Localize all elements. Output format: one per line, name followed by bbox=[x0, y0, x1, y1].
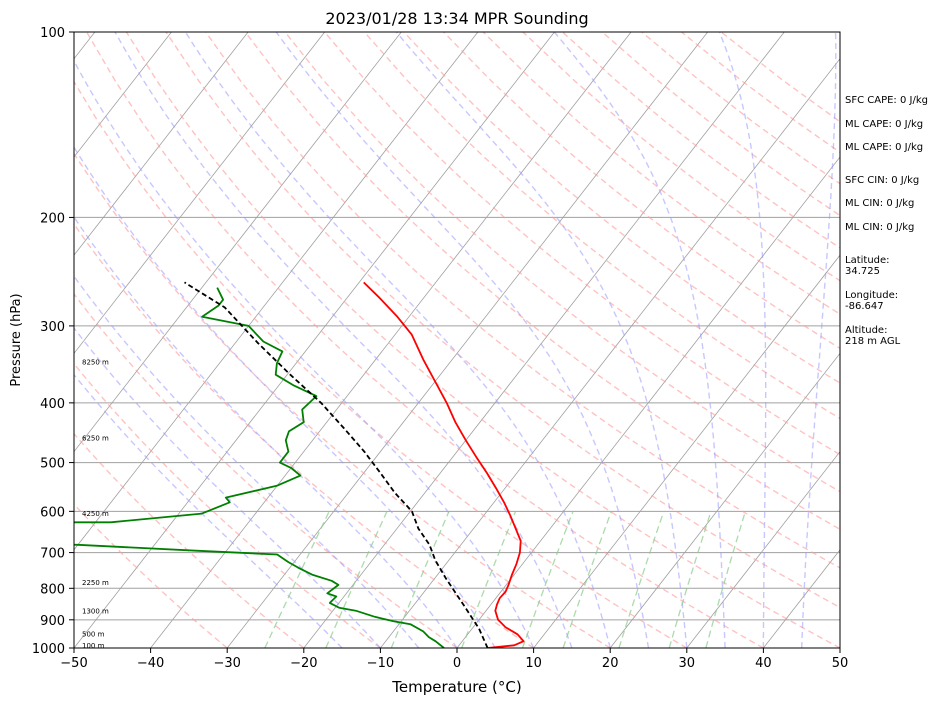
dry-adiabat-line bbox=[74, 362, 381, 648]
longitude-text: Longitude: -86.647 bbox=[845, 290, 899, 312]
height-label: 2250 m bbox=[82, 579, 109, 587]
isotherm-line bbox=[533, 254, 840, 648]
x-tick-label: 20 bbox=[602, 656, 619, 671]
y-tick-label: 600 bbox=[40, 505, 65, 520]
isotherm-line bbox=[74, 32, 249, 256]
dry-adiabat-line bbox=[74, 432, 305, 648]
ml-cape-text: ML CAPE: 0 J/kg bbox=[845, 119, 924, 130]
dry-adiabat-line bbox=[205, 32, 840, 569]
y-tick-label: 500 bbox=[40, 457, 65, 472]
y-tick-label: 100 bbox=[40, 26, 65, 41]
moist-adiabat-line bbox=[74, 59, 535, 648]
mixing-ratio-line bbox=[668, 511, 712, 648]
dewpoint-profile-line bbox=[74, 287, 445, 648]
plot-frame bbox=[73, 31, 841, 649]
isotherm-line bbox=[74, 32, 402, 453]
altitude-text: Altitude: 218 m AGL bbox=[845, 325, 901, 347]
dry-adiabat-line bbox=[125, 32, 840, 648]
height-label: 100 m bbox=[82, 642, 105, 650]
mixing-ratio-line bbox=[618, 511, 665, 648]
height-label: 4250 m bbox=[82, 510, 109, 518]
dry-adiabat-line bbox=[443, 32, 840, 350]
dry-adiabat-line bbox=[284, 32, 840, 493]
height-label: 6250 m bbox=[82, 434, 109, 442]
isotherm-line bbox=[74, 32, 325, 355]
sfc-cape-text: SFC CAPE: 0 J/kg bbox=[845, 95, 928, 106]
moist-adiabat-line bbox=[74, 145, 496, 648]
y-tick-label: 900 bbox=[40, 614, 65, 629]
isotherm-line bbox=[303, 32, 785, 648]
y-tick-label: 400 bbox=[40, 397, 65, 412]
isotherm-line bbox=[150, 32, 632, 648]
dry-adiabat-line bbox=[244, 32, 840, 531]
x-tick-label: 10 bbox=[525, 656, 542, 671]
height-label: 8250 m bbox=[82, 359, 109, 367]
x-tick-label: −50 bbox=[60, 656, 87, 671]
ml-cin-text: ML CIN: 0 J/kg bbox=[845, 198, 915, 209]
height-label: 1300 m bbox=[82, 608, 109, 616]
x-tick-label: −10 bbox=[367, 656, 394, 671]
dry-adiabat-line bbox=[403, 32, 840, 384]
temperature-profile-line bbox=[363, 281, 525, 648]
moist-adiabat-line bbox=[74, 215, 458, 648]
x-tick-label: 40 bbox=[755, 656, 772, 671]
ml-cin-text-2: ML CIN: 0 J/kg bbox=[845, 222, 915, 233]
parcel-profile-line bbox=[184, 281, 489, 648]
dry-adiabat-line bbox=[74, 80, 688, 648]
isotherm-line bbox=[226, 32, 708, 648]
dry-adiabat-line bbox=[86, 32, 764, 648]
x-tick-label: −20 bbox=[290, 656, 317, 671]
x-tick-label: 50 bbox=[832, 656, 849, 671]
ml-cape-text-2: ML CAPE: 0 J/kg bbox=[845, 142, 924, 153]
isotherm-line bbox=[686, 450, 840, 648]
mixing-ratio-line bbox=[390, 511, 450, 648]
moist-adiabat-line bbox=[74, 326, 381, 648]
x-axis-label: Temperature (°C) bbox=[391, 678, 521, 696]
moist-adiabat-line bbox=[114, 32, 573, 648]
dry-adiabat-line bbox=[165, 32, 840, 609]
height-label: 500 m bbox=[82, 631, 105, 639]
moist-adiabat-line bbox=[718, 32, 767, 648]
y-tick-label: 200 bbox=[40, 211, 65, 226]
y-tick-label: 300 bbox=[40, 320, 65, 335]
isotherm-line bbox=[74, 32, 172, 158]
mixing-ratio-line bbox=[521, 511, 574, 648]
x-tick-label: −30 bbox=[213, 656, 240, 671]
moist-adiabat-line bbox=[74, 373, 343, 648]
isotherm-line bbox=[380, 58, 840, 648]
isotherm-line bbox=[74, 32, 479, 551]
sfc-cin-text: SFC CIN: 0 J/kg bbox=[845, 175, 920, 186]
x-tick-label: 0 bbox=[453, 656, 461, 671]
latitude-text: Latitude: 34.725 bbox=[845, 255, 890, 277]
y-axis-label: Pressure (hPa) bbox=[9, 293, 24, 386]
isotherm-line bbox=[74, 32, 555, 648]
moist-adiabat-line bbox=[275, 32, 650, 648]
chart-title: 2023/01/28 13:34 MPR Sounding bbox=[325, 9, 588, 28]
dry-adiabat-line bbox=[482, 32, 840, 315]
mixing-ratio-line bbox=[461, 511, 517, 648]
dry-adiabat-line bbox=[74, 152, 611, 648]
x-tick-label: −40 bbox=[137, 656, 164, 671]
isotherm-line bbox=[609, 352, 840, 648]
dry-adiabat-line bbox=[74, 222, 534, 648]
isotherm-line bbox=[456, 156, 840, 648]
x-tick-label: 30 bbox=[679, 656, 696, 671]
moist-adiabat-line bbox=[801, 32, 837, 648]
mixing-ratio-line bbox=[562, 511, 612, 648]
y-tick-label: 800 bbox=[40, 582, 65, 597]
moist-adiabat-line bbox=[184, 32, 611, 648]
moist-adiabat-line bbox=[553, 32, 726, 648]
y-tick-label: 700 bbox=[40, 547, 65, 562]
y-tick-label: 1000 bbox=[32, 642, 65, 657]
dry-adiabat-line bbox=[74, 292, 458, 648]
mixing-ratio-line bbox=[705, 511, 747, 648]
